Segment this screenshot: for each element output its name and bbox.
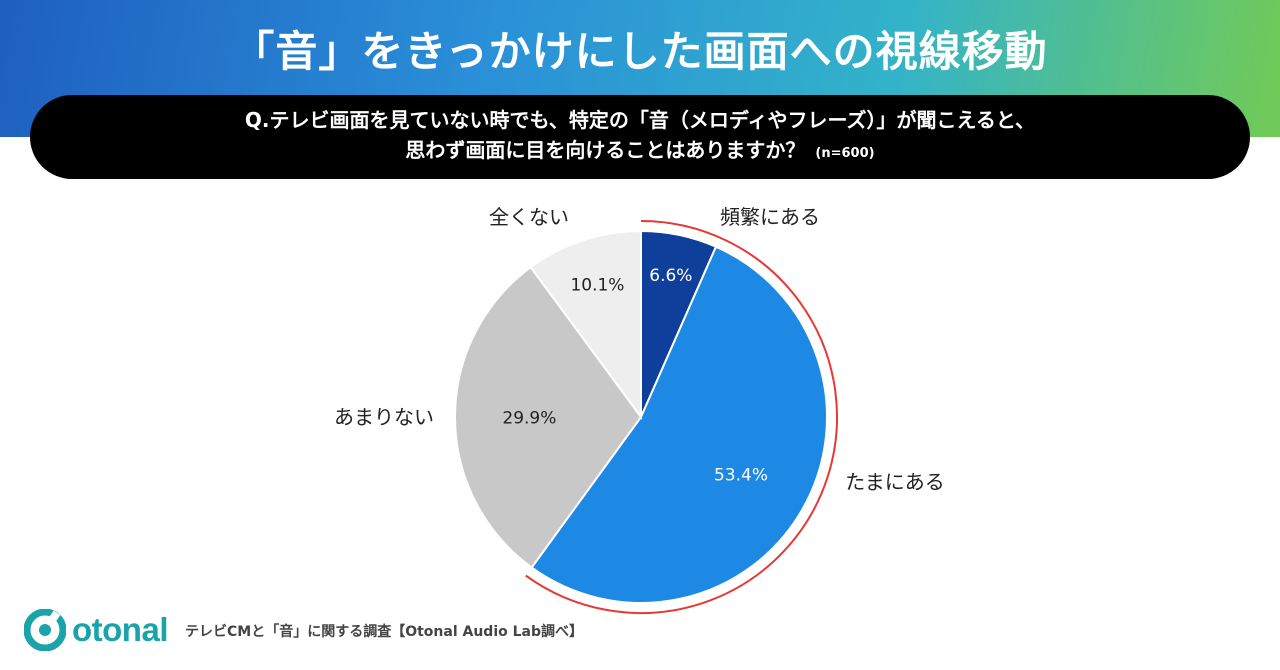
- source-note: テレビCMと「音」に関する調査【Otonal Audio Lab調べ】: [185, 624, 584, 640]
- question-line-1: Q.テレビ画面を見ていない時でも、特定の「音（メロディやフレーズ）」が聞こえると…: [244, 108, 1036, 132]
- slice-category-label: あまりない: [334, 405, 434, 429]
- question-line-2-text: 思わず画面に目を向けることはありますか？: [405, 138, 806, 162]
- slice-value-label: 10.1%: [570, 275, 624, 295]
- question-line-2: 思わず画面に目を向けることはありますか？ (n=600): [30, 135, 1250, 169]
- slice-value-label: 29.9%: [502, 408, 556, 428]
- slice-value-label: 6.6%: [649, 266, 692, 286]
- logo-text: otonal: [72, 611, 168, 648]
- pie-slice: [530, 245, 828, 604]
- question-banner: Q.テレビ画面を見ていない時でも、特定の「音（メロディやフレーズ）」が聞こえると…: [30, 95, 1250, 179]
- slice-category-label: 全くない: [489, 205, 569, 229]
- brand-logo: otonal: [24, 609, 168, 651]
- pie-slice: [454, 265, 643, 569]
- slice-category-label: 頻繁にある: [720, 205, 820, 229]
- sample-size: (n=600): [815, 146, 875, 161]
- slice-category-label: たまにある: [845, 470, 944, 494]
- pie-slice: [529, 229, 642, 421]
- otonal-logo-icon: [24, 609, 66, 651]
- highlight-arc: [525, 220, 838, 614]
- slice-value-label: 53.4%: [714, 465, 768, 485]
- page-title: 「音」をきっかけにした画面への視線移動: [232, 27, 1048, 76]
